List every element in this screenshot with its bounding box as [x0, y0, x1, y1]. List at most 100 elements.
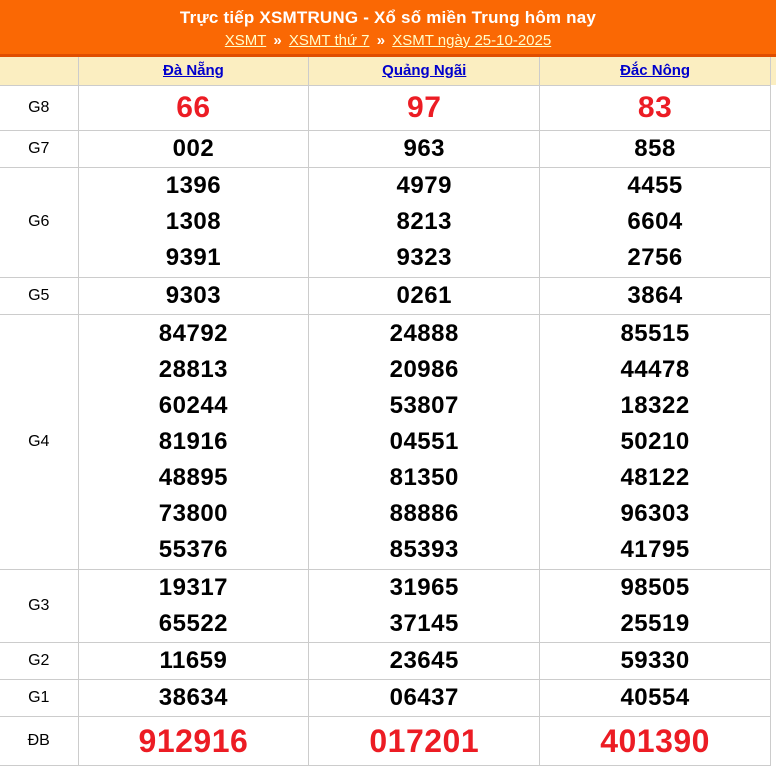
prize-cell: 83 [539, 84, 771, 131]
lottery-number: 19317 [158, 573, 229, 601]
lottery-number: 017201 [369, 722, 480, 759]
results-table-wrapper: Đà Nẵng Quảng Ngãi Đắc Nông G8 66 97 83 G7 00… [0, 57, 776, 766]
province-link-da-nang[interactable]: Đà Nẵng [162, 61, 224, 79]
prize-cell: 97 [308, 84, 541, 131]
lottery-number: 3864 [627, 281, 683, 309]
lottery-number: 60244 [158, 391, 229, 419]
prize-cell: 4979 8213 9323 [308, 166, 541, 278]
lottery-number: 9323 [396, 244, 452, 271]
lottery-number: 44478 [620, 355, 690, 383]
lottery-number: 81350 [389, 463, 459, 491]
lottery-number: 401390 [600, 722, 710, 759]
lottery-number: 31965 [389, 573, 459, 601]
breadcrumb-separator: » [376, 32, 386, 49]
lottery-number: 8213 [396, 208, 452, 235]
province-header-dac-nong: Đắc Nông [539, 57, 771, 86]
lottery-number: 25519 [620, 609, 690, 637]
lottery-number: 963 [403, 134, 446, 162]
lottery-number: 6604 [627, 208, 683, 235]
prize-row-1: G8 66 97 83 [0, 84, 771, 131]
province-header-quang-ngai: Quảng Ngãi [308, 57, 541, 86]
breadcrumb-link-xsmt-thu-7[interactable]: XSMT thứ 7 [288, 32, 370, 49]
province-link-dac-nong[interactable]: Đắc Nông [620, 61, 691, 79]
lottery-number: 1396 [165, 172, 222, 199]
prize-cell: 23645 [308, 641, 541, 680]
prize-label: G2 [0, 641, 79, 680]
prize-cell: 017201 [308, 715, 541, 766]
lottery-number: 002 [172, 134, 215, 162]
prize-cell: 98505 25519 [539, 568, 771, 643]
province-link-quang-ngai[interactable]: Quảng Ngãi [382, 61, 467, 79]
province-header-da-nang: Đà Nẵng [77, 57, 310, 86]
lottery-number: 4979 [396, 172, 452, 199]
prize-cell: 66 [77, 84, 310, 131]
lottery-number: 50210 [620, 427, 690, 455]
prize-cell: 3864 [539, 276, 771, 315]
lottery-number: 85393 [389, 535, 459, 563]
prize-label: G7 [0, 129, 79, 168]
page-header: Trực tiếp XSMTRUNG - Xổ số miền Trung hô… [0, 0, 776, 57]
prize-row-6: G3 19317 65522 31965 37145 98505 25519 [0, 568, 771, 643]
breadcrumb-link-xsmt-date[interactable]: XSMT ngày 25-10-2025 [392, 32, 552, 49]
lottery-number: 59330 [620, 646, 690, 674]
prize-row-8: G1 38634 06437 40554 [0, 678, 771, 717]
lottery-number: 23645 [389, 646, 459, 674]
prize-cell: 9303 [77, 276, 310, 315]
lottery-number: 48895 [158, 463, 229, 491]
lottery-number: 18322 [620, 391, 690, 419]
prize-cell: 19317 65522 [77, 568, 310, 643]
prize-cell: 4455 6604 2756 [539, 166, 771, 278]
lottery-number: 4455 [627, 172, 683, 199]
prize-label-header [0, 57, 79, 86]
lottery-number: 28813 [158, 355, 229, 383]
prize-label: G1 [0, 678, 79, 717]
results-table: Đà Nẵng Quảng Ngãi Đắc Nông G8 66 97 83 G7 00… [0, 57, 771, 766]
lottery-number: 9303 [165, 281, 222, 309]
lottery-number: 73800 [158, 499, 229, 527]
prize-row-7: G2 11659 23645 59330 [0, 641, 771, 680]
lottery-number: 20986 [389, 355, 459, 383]
prize-cell: 401390 [539, 715, 771, 766]
lottery-number: 24888 [389, 319, 459, 347]
prize-row-4: G5 9303 0261 3864 [0, 276, 771, 315]
lottery-number: 38634 [158, 683, 229, 711]
lottery-number: 06437 [389, 683, 459, 711]
prize-cell: 002 [77, 129, 310, 168]
breadcrumb-link-xsmt[interactable]: XSMT [224, 32, 267, 49]
prize-row-5: G4 84792 28813 60244 81916 48895 73800 55376 248… [0, 313, 771, 570]
page-title: Trực tiếp XSMTRUNG - Xổ số miền Trung hô… [179, 8, 597, 27]
prize-cell: 59330 [539, 641, 771, 680]
lottery-number: 2756 [627, 244, 683, 271]
prize-cell: 858 [539, 129, 771, 168]
prize-cell: 38634 [77, 678, 310, 717]
prize-cell: 40554 [539, 678, 771, 717]
breadcrumb-separator: » [273, 32, 282, 49]
province-header-row: Đà Nẵng Quảng Ngãi Đắc Nông [0, 57, 771, 86]
prize-label: ĐB [0, 715, 79, 766]
prize-cell: 84792 28813 60244 81916 48895 73800 55376 [77, 313, 310, 570]
lottery-number: 88886 [389, 499, 459, 527]
lottery-number: 41795 [620, 535, 690, 563]
lottery-number: 83 [637, 90, 673, 124]
prize-cell: 11659 [77, 641, 310, 680]
lottery-number: 37145 [389, 609, 459, 637]
prize-cell: 06437 [308, 678, 541, 717]
prize-cell: 1396 1308 9391 [77, 166, 310, 278]
lottery-number: 53807 [389, 391, 459, 419]
lottery-number: 85515 [620, 319, 690, 347]
prize-row-2: G7 002 963 858 [0, 129, 771, 168]
lottery-number: 98505 [620, 573, 690, 601]
lottery-number: 96303 [620, 499, 690, 527]
prize-label: G3 [0, 568, 79, 643]
prize-cell: 0261 [308, 276, 541, 315]
lottery-number: 81916 [158, 427, 229, 455]
lottery-number: 0261 [396, 281, 452, 309]
prize-cell: 85515 44478 18322 50210 48122 96303 41795 [539, 313, 771, 570]
prize-row-3: G6 1396 1308 9391 4979 8213 9323 4455 6604 2756 [0, 166, 771, 278]
lottery-number: 858 [634, 134, 676, 162]
lottery-number: 65522 [158, 609, 229, 637]
results-body: G8 66 97 83 G7 002 963 858 G6 1396 1308 9391 4979 821… [0, 84, 771, 766]
lottery-number: 1308 [165, 208, 222, 235]
prize-label: G6 [0, 166, 79, 278]
prize-cell: 963 [308, 129, 541, 168]
